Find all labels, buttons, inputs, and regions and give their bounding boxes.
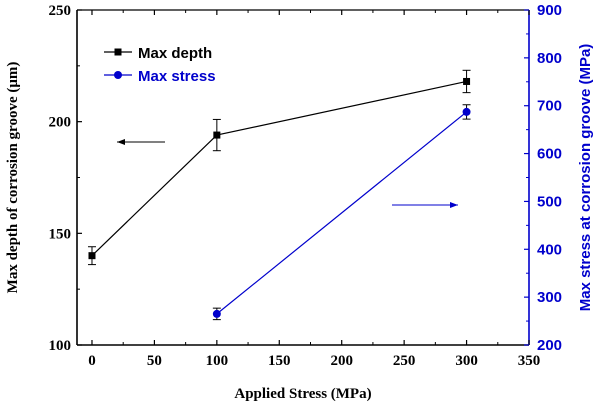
x-tick-label: 100 <box>206 353 229 369</box>
series-line-max-depth <box>91 80 467 257</box>
y-right-tick-label: 900 <box>537 2 562 19</box>
data-point-max-depth <box>213 131 221 139</box>
y-right-tick-label: 300 <box>537 289 562 306</box>
y-right-tick-label: 700 <box>537 98 562 115</box>
x-axis-title: Applied Stress (MPa) <box>234 386 371 402</box>
tick-marks <box>77 9 530 346</box>
x-tick-label: 50 <box>147 353 162 369</box>
annotation-arrows <box>117 139 458 208</box>
legend: Max depth Max stress <box>104 45 216 85</box>
y-axis-left-title: Max depth of corrosion groove (μm) <box>5 62 21 294</box>
y-left-tick-label: 200 <box>49 115 72 131</box>
y-left-tick-label: 150 <box>49 226 72 242</box>
x-tick-label: 200 <box>330 353 353 369</box>
y-left-tick-label: 100 <box>49 338 72 354</box>
x-tick-label: 150 <box>268 353 291 369</box>
x-tick-label: 300 <box>455 353 478 369</box>
data-point-max-depth <box>463 77 471 85</box>
right-axis-arrow <box>392 202 458 208</box>
right-axis-arrow-head <box>450 202 458 208</box>
y-right-tick-label: 800 <box>537 50 562 67</box>
left-axis-arrow-head <box>117 139 125 145</box>
y-right-tick-label: 500 <box>537 193 562 210</box>
legend-marker-max-depth <box>114 48 122 56</box>
left-axis-arrow <box>117 139 165 145</box>
data-point-max-depth <box>88 252 96 260</box>
legend-marker-max-stress <box>114 71 122 79</box>
data-point-max-stress <box>462 107 471 116</box>
legend-label-max-stress: Max stress <box>138 68 216 85</box>
y-right-tick-label: 600 <box>537 146 562 163</box>
x-tick-label: 0 <box>88 353 96 369</box>
legend-label-max-depth: Max depth <box>138 45 212 62</box>
x-tick-label: 350 <box>518 353 541 369</box>
series <box>87 69 471 321</box>
data-point-max-stress <box>212 309 221 318</box>
series-line-max-stress <box>216 111 467 315</box>
x-tick-label: 250 <box>393 353 416 369</box>
y-right-tick-label: 400 <box>537 241 562 258</box>
y-axis-right-title: Max stress at corrosion groove (MPa) <box>577 44 594 312</box>
y-right-tick-label: 200 <box>537 337 562 354</box>
y-left-tick-label: 250 <box>49 3 72 19</box>
tick-labels: 0 50 100 150 200 250 300 350 100 150 200 250 200 300 4… <box>49 2 563 369</box>
